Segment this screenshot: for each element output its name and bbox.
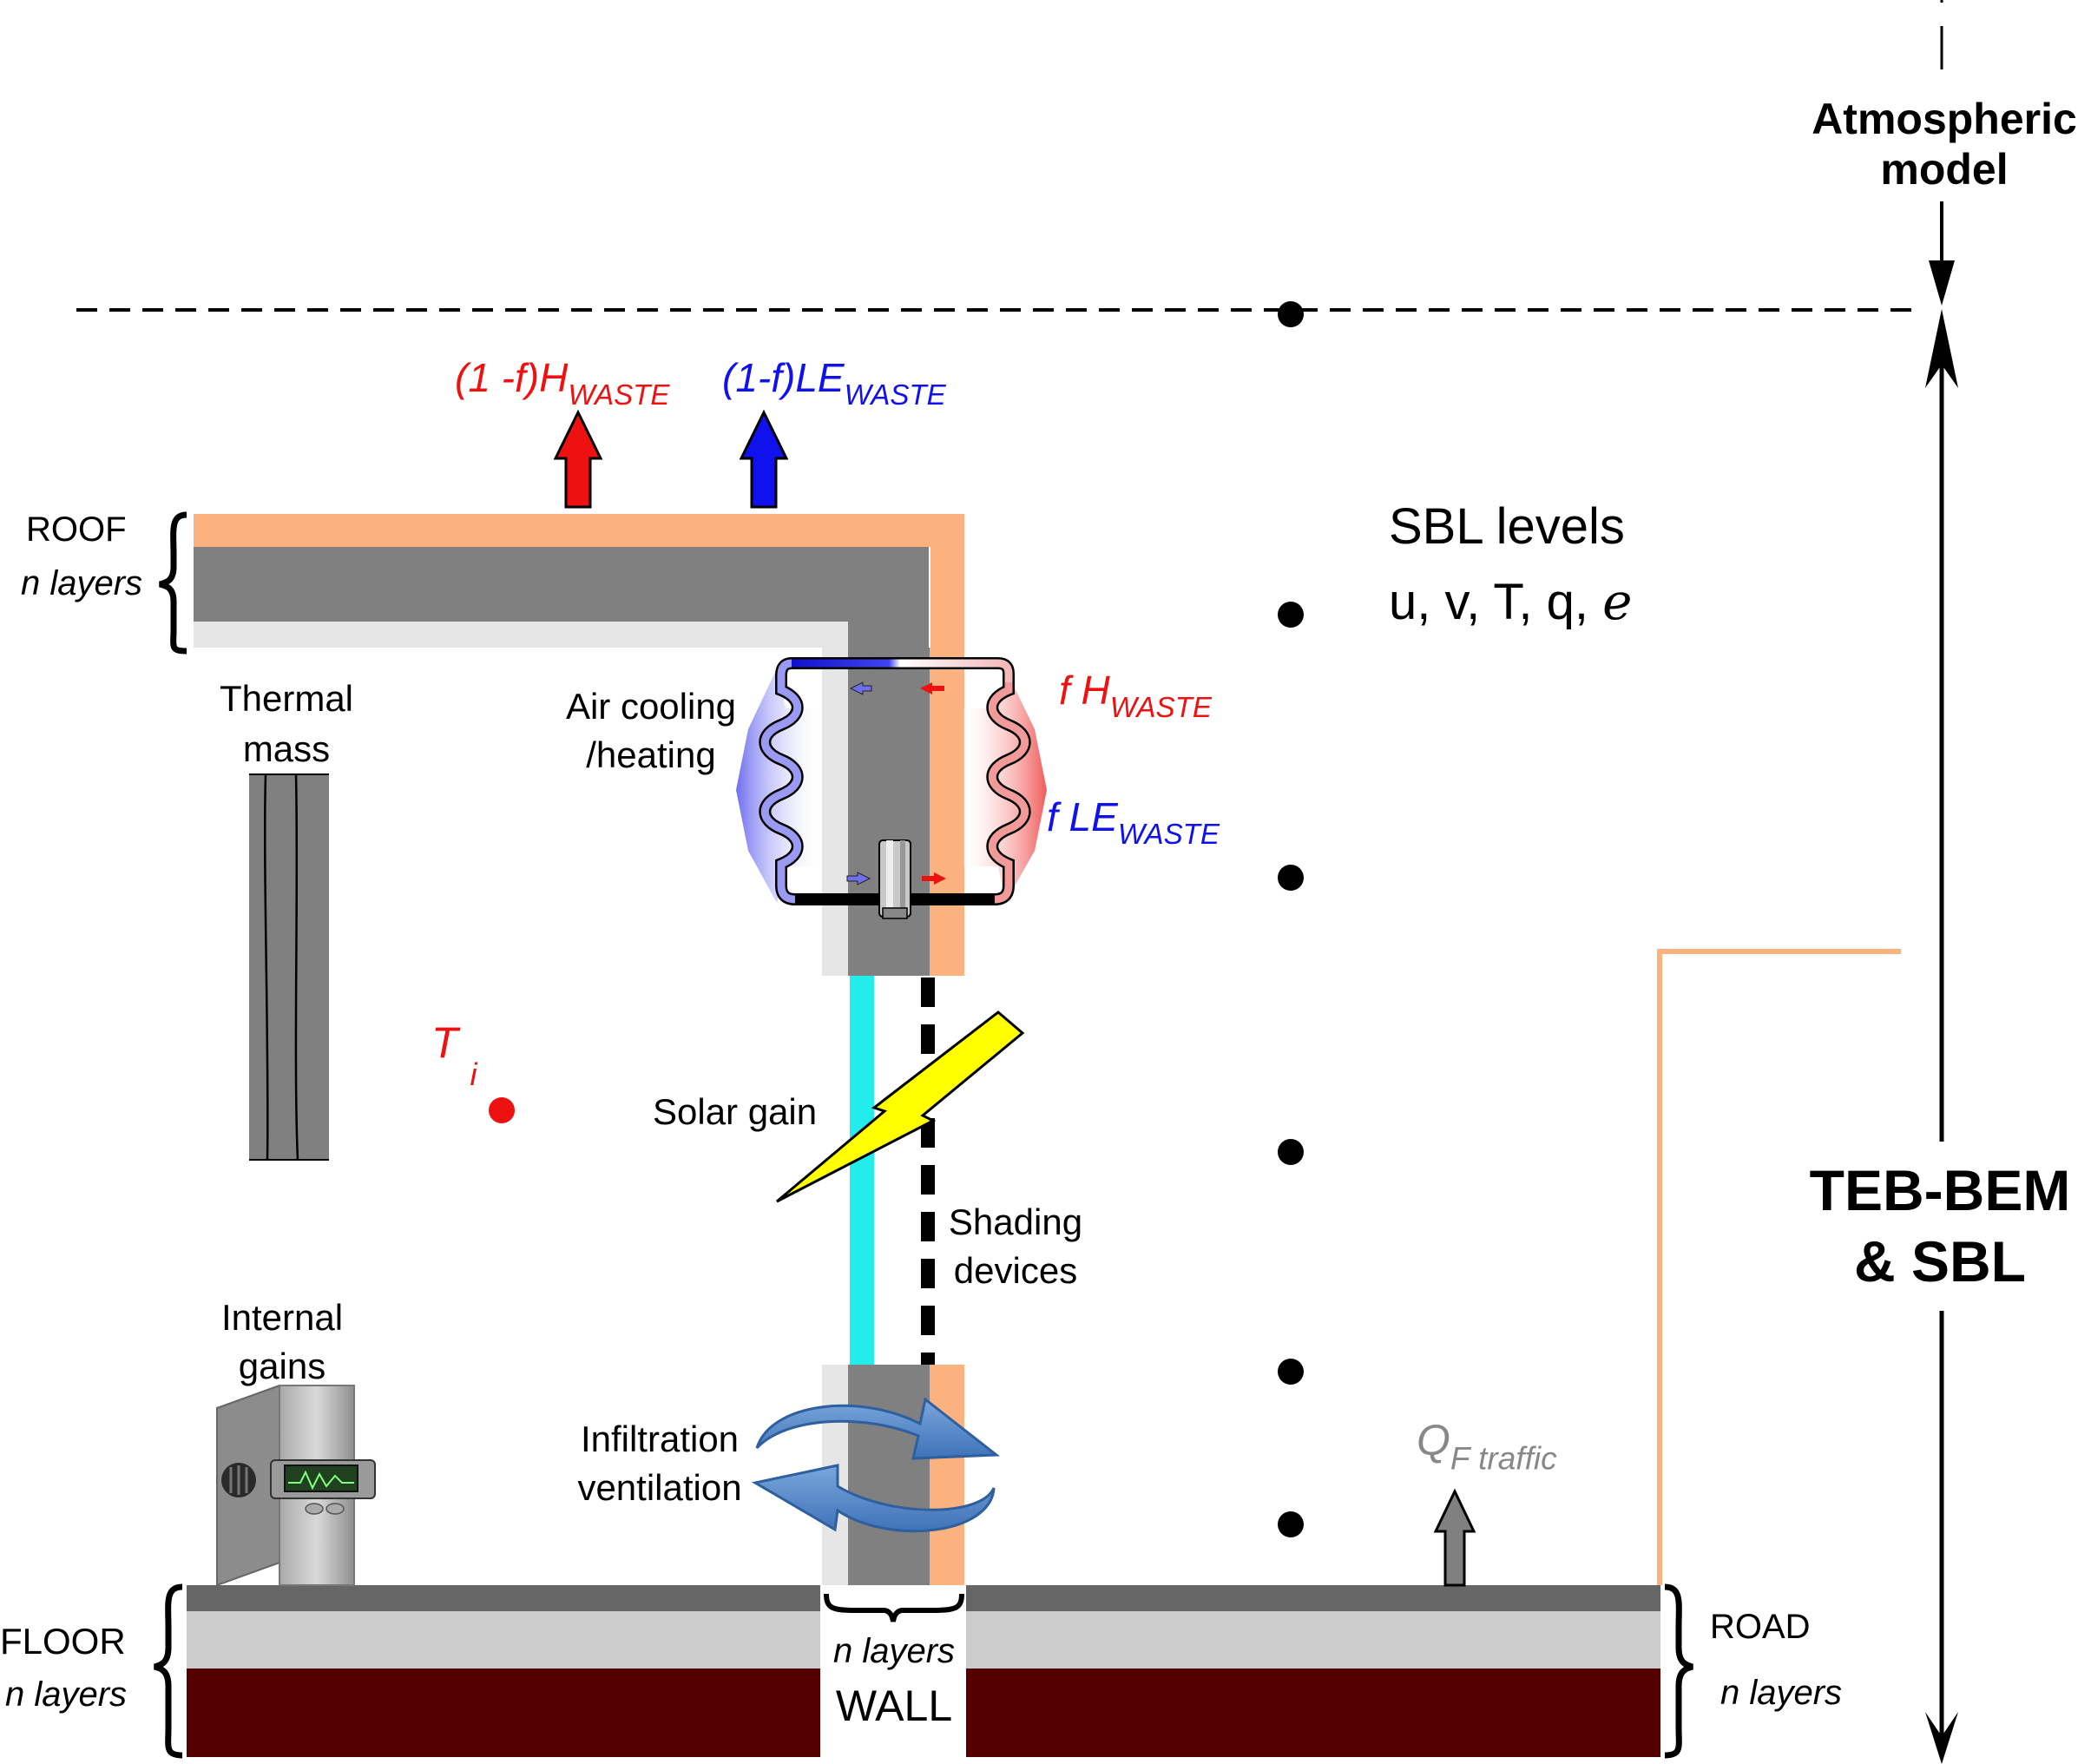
infiltration-line1: Infiltration [580,1418,740,1459]
sbl-level-dot-icon [1278,301,1304,327]
roof-concrete-layer [194,547,930,622]
floor-layers-label: n layers [5,1675,128,1714]
roof-label: ROOF [26,510,127,549]
solar-bolt-icon [776,1010,1025,1203]
road-mid-layer [966,1611,1660,1669]
teb-bem-sbl-label: TEB-BEM & SBL [1753,1155,2091,1297]
traffic-heat-main: Q [1417,1416,1450,1465]
roof-outer-layer [194,514,964,547]
roof-latent-waste-sub: WASTE [844,378,946,411]
atmospheric-model-line1: Atmospheric [1812,95,2077,143]
shading-devices-line1: Shading [948,1201,1083,1242]
roof-latent-waste-label: (1-f)LEWASTE [722,358,946,410]
road-label: ROAD [1710,1608,1811,1646]
road-soil-layer [966,1669,1660,1757]
floor-top-layer [187,1585,820,1611]
shading-devices-label: Shading devices [929,1198,1102,1295]
floor-mid-layer [187,1611,820,1669]
wall-core-lower [848,1365,930,1585]
f-le-waste-label: f LEWASTE [1047,797,1220,849]
sbl-levels-label: SBL levels [1389,498,1625,555]
floor-label: FLOOR [0,1621,126,1662]
atmospheric-model-line2: model [1880,145,2009,194]
indoor-temperature-label: Ti [431,1021,477,1090]
roof-sensible-waste-sub: WASTE [568,378,670,411]
wall-outer-upper [930,547,964,976]
solar-gain-label: Solar gain [653,1091,818,1132]
sbl-var-e: e [1602,572,1633,631]
sbl-vars-label: u, v, T, q, e [1389,576,1632,628]
thermal-mass-block [249,774,329,1160]
thermal-mass-label: Thermal mass [174,674,399,774]
wall-core-upper [848,648,930,976]
traffic-heat-sub: F traffic [1450,1440,1557,1477]
infiltration-line2: ventilation [577,1467,742,1508]
internal-gains-line1: Internal [220,1297,344,1338]
indoor-temperature-main: T [431,1018,458,1067]
computer-tower-icon [216,1384,376,1587]
traffic-heat-arrow-icon [1433,1488,1476,1587]
floor-soil-layer [187,1669,820,1757]
roof-layers-label: n layers [21,564,143,602]
f-h-waste-label: f HWASTE [1059,670,1212,722]
hvac-unit [736,657,1047,919]
wall-layers-label: n layers [832,1632,956,1670]
sbl-level-dot-icon [1278,1359,1304,1385]
wall-label: WALL [835,1682,953,1730]
sbl-level-dot-icon [1278,865,1304,891]
air-cooling-label: Air cooling /heating [547,682,755,780]
thermal-mass-line2: mass [242,728,331,769]
f-h-waste-sub: WASTE [1109,691,1212,724]
arrow-down-icon [1929,260,1955,306]
compressor-icon [878,839,911,919]
window-glass [850,976,874,1365]
teb-bem-line2: & SBL [1854,1229,2026,1293]
latent-waste-arrow-icon [739,409,789,509]
roof-sensible-waste-label: (1 -f)HWASTE [455,358,669,410]
f-le-waste-main: f LE [1047,794,1118,839]
arrow-down-icon [1925,1712,1958,1764]
wall-inner-upper [822,648,848,976]
shading-devices-line2: devices [953,1250,1078,1291]
sbl-vars-text: u, v, T, q, [1389,574,1588,630]
f-le-waste-sub: WASTE [1117,818,1220,851]
sbl-level-dot-icon [1278,1139,1304,1165]
arrow-up-icon [1925,309,1958,388]
air-cooling-line2: /heating [586,734,716,775]
thermal-mass-line1: Thermal [219,678,354,719]
traffic-heat-label: QF traffic [1417,1418,1557,1475]
roof-sensible-waste-main: (1 -f)H [455,355,569,400]
neighbour-building-outline [1657,949,1901,1585]
road-top-layer [966,1585,1660,1611]
teb-bem-line1: TEB-BEM [1809,1158,2071,1222]
road-layers-label: n layers [1720,1674,1843,1712]
indoor-temperature-sub: i [470,1056,477,1093]
sbl-level-dot-icon [1278,1511,1304,1537]
wall-outer-lower [930,1365,964,1585]
f-h-waste-main: f H [1059,668,1110,713]
atmospheric-model-label: Atmospheric model [1779,94,2091,194]
ventilation-arrows-icon [751,1397,1001,1533]
air-cooling-line1: Air cooling [565,686,737,727]
roof-inner-layer [194,622,848,648]
sensible-waste-arrow-icon [553,409,603,509]
sbl-level-dot-icon [1278,602,1304,628]
infiltration-label: Infiltration ventilation [556,1415,764,1512]
internal-gains-label: Internal gains [174,1293,391,1391]
indoor-temperature-dot-icon [489,1097,515,1123]
roof-latent-waste-main: (1-f)LE [722,355,845,400]
internal-gains-line2: gains [238,1346,326,1386]
